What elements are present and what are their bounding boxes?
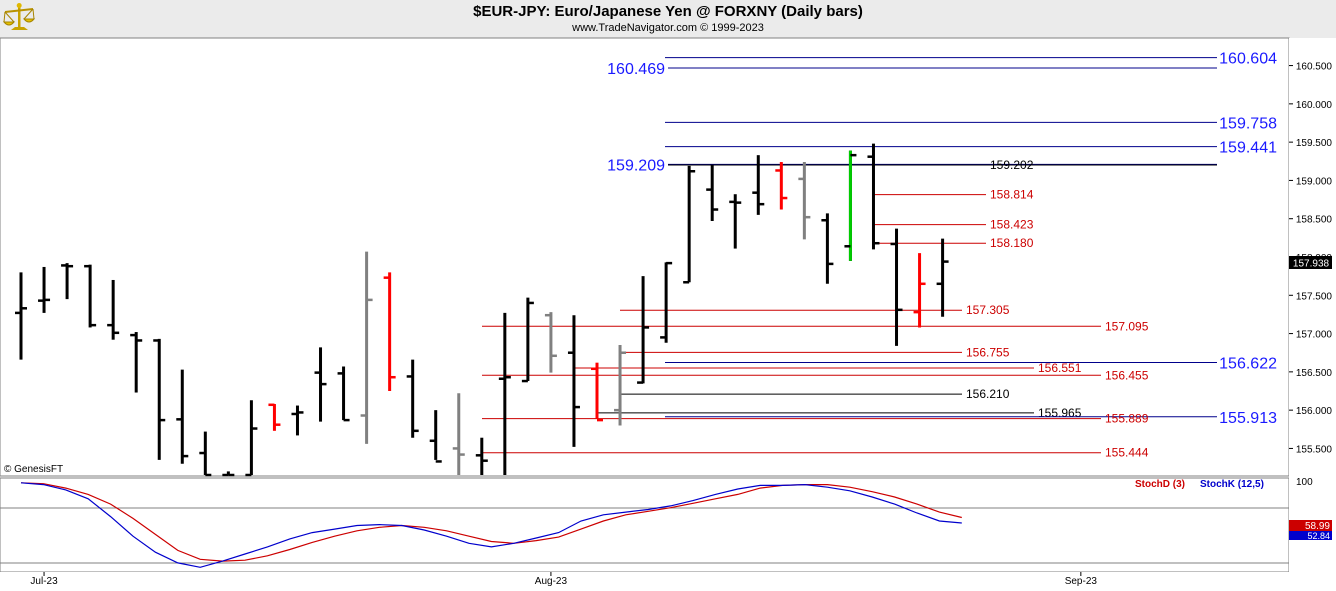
- price-level-label: 156.755: [966, 345, 1010, 359]
- date-axis: Jul-23 Aug-23 Sep-23: [30, 572, 1097, 587]
- stoch-d-value: 58.99: [1305, 521, 1330, 532]
- price-level-label: 157.305: [966, 303, 1010, 317]
- date-tick-label: Sep-23: [1065, 576, 1098, 587]
- stoch-k-line: [20, 482, 962, 568]
- price-level-label: 159.758: [1219, 115, 1277, 132]
- date-tick-label: Aug-23: [535, 576, 568, 587]
- stoch-tick-label: 100: [1296, 477, 1313, 488]
- price-level-label: 159.202: [990, 158, 1034, 172]
- price-tick-label: 156.000: [1296, 406, 1333, 417]
- price-tick-label: 159.000: [1296, 176, 1333, 187]
- price-tick-label: 158.500: [1296, 215, 1333, 226]
- price-axis-strip: [1289, 38, 1336, 591]
- stoch-pane-frame: [0, 477, 1290, 573]
- genesis-watermark: © GenesisFT: [4, 464, 63, 475]
- price-levels: 160.604 160.469 159.758 159.441 159.209 159.2…: [482, 51, 1277, 460]
- price-level-label: 158.423: [990, 218, 1034, 232]
- price-level-label: 155.444: [1105, 446, 1149, 460]
- gold-balance-logo-icon: [2, 2, 36, 34]
- stoch-k-legend: StochK (12,5): [1200, 479, 1264, 490]
- price-tick-label: 160.500: [1296, 62, 1333, 73]
- price-level-label: 156.455: [1105, 368, 1149, 382]
- price-tick-label: 156.500: [1296, 368, 1333, 379]
- price-level-label: 160.604: [1219, 51, 1277, 68]
- price-level-label: 156.551: [1038, 361, 1082, 375]
- price-level-label: 160.469: [607, 61, 665, 78]
- last-price-box: [1289, 256, 1332, 269]
- stoch-d-value-box: [1289, 520, 1332, 531]
- price-axis: 160.500160.000159.500159.000158.500158.0…: [1289, 62, 1333, 455]
- price-pane-frame: [0, 37, 1290, 477]
- price-level-label: 157.095: [1105, 319, 1149, 333]
- price-level-label: 158.814: [990, 188, 1034, 202]
- last-price-badge: 157.938: [1289, 256, 1332, 270]
- date-axis-strip: [0, 572, 1289, 591]
- stoch-d-legend: StochD (3): [1135, 479, 1185, 490]
- ohlc-bars: [15, 143, 949, 477]
- price-tick-label: 155.500: [1296, 444, 1333, 455]
- chart-title: $EUR-JPY: Euro/Japanese Yen @ FORXNY (Da…: [473, 3, 863, 20]
- stoch-k-value: 52.84: [1307, 531, 1330, 541]
- price-tick-label: 159.500: [1296, 138, 1333, 149]
- price-level-label: 159.209: [607, 157, 665, 174]
- price-level-label: 155.913: [1219, 410, 1277, 427]
- price-level-label: 158.180: [990, 236, 1034, 250]
- price-level-label: 155.965: [1038, 406, 1082, 420]
- price-level-label: 155.889: [1105, 412, 1149, 426]
- chart-header: $EUR-JPY: Euro/Japanese Yen @ FORXNY (Da…: [0, 0, 1336, 38]
- chart-subtitle: www.TradeNavigator.com © 1999-2023: [572, 22, 764, 34]
- price-tick-label: 157.000: [1296, 330, 1333, 341]
- price-level-label: 159.441: [1219, 140, 1277, 157]
- price-tick-label: 160.000: [1296, 100, 1333, 111]
- price-tick-label: 157.500: [1296, 291, 1333, 302]
- stoch-k-value-box: [1289, 531, 1332, 540]
- last-price-label: 157.938: [1293, 259, 1330, 270]
- price-level-label: 156.210: [966, 387, 1010, 401]
- date-tick-label: Jul-23: [30, 576, 58, 587]
- price-level-label: 156.622: [1219, 356, 1277, 373]
